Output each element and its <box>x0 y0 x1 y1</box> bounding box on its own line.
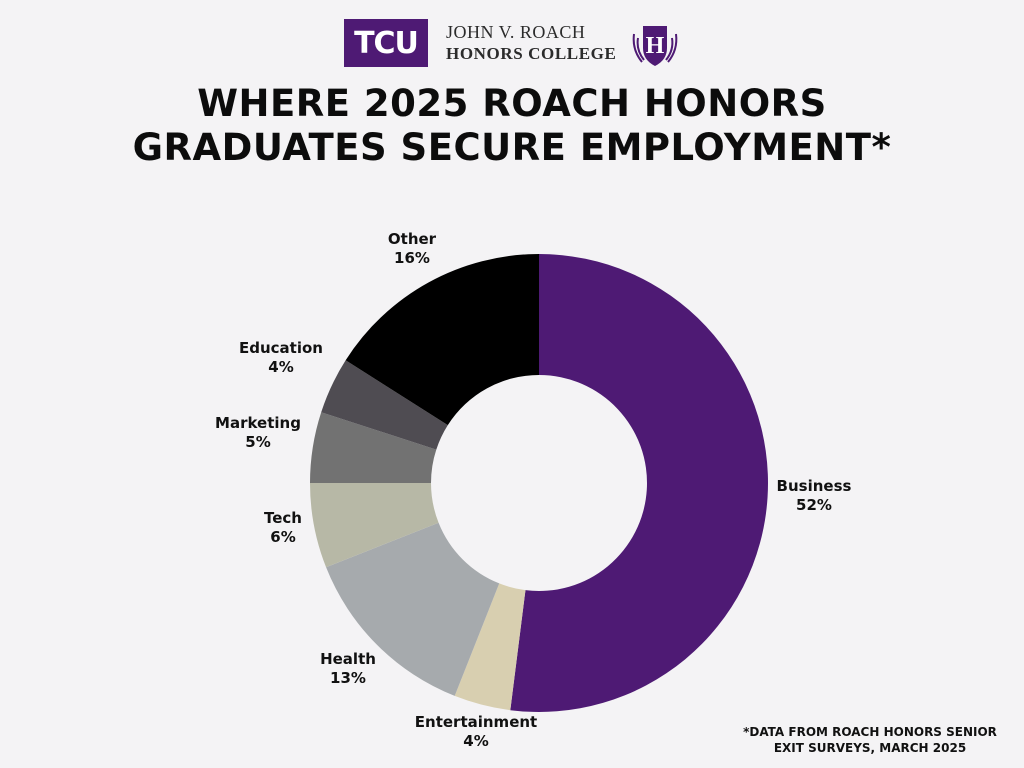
slice-label-health: Health <box>320 650 376 668</box>
footnote: *DATA FROM ROACH HONORS SENIOR EXIT SURV… <box>743 725 997 755</box>
tcu-logo-text: TCU <box>354 25 419 61</box>
slice-tech <box>310 483 439 568</box>
slice-label-business: Business <box>777 477 852 495</box>
slice-entertainment <box>454 583 526 711</box>
slice-label-other: Other <box>388 230 437 248</box>
chart-title: WHERE 2025 ROACH HONORS GRADUATES SECURE… <box>132 82 892 169</box>
college-name: JOHN V. ROACH HONORS COLLEGE <box>446 22 626 64</box>
slice-marketing <box>310 412 437 483</box>
college-name-line1: JOHN V. ROACH <box>446 22 586 42</box>
crest-letter: H <box>646 33 665 59</box>
slice-value-marketing: 5% <box>245 433 270 451</box>
slice-other <box>345 254 539 426</box>
slice-label-marketing: Marketing <box>215 414 301 432</box>
college-name-line2: HONORS COLLEGE <box>446 44 617 63</box>
slice-value-health: 13% <box>330 669 366 687</box>
slice-label-education: Education <box>239 339 323 357</box>
slice-value-other: 16% <box>394 249 430 267</box>
tcu-logo: TCU <box>344 19 428 67</box>
slice-value-education: 4% <box>268 358 293 376</box>
honors-crest-icon: H <box>632 26 678 66</box>
slice-education <box>321 360 448 450</box>
slice-health <box>326 522 500 696</box>
slice-value-tech: 6% <box>270 528 295 546</box>
slice-value-entertainment: 4% <box>463 732 488 750</box>
slice-value-business: 52% <box>796 496 832 514</box>
slice-business <box>510 254 768 712</box>
slice-label-entertainment: Entertainment <box>415 713 537 731</box>
header: TCU JOHN V. ROACH HONORS COLLEGE H <box>0 0 1024 80</box>
slice-label-tech: Tech <box>264 509 302 527</box>
